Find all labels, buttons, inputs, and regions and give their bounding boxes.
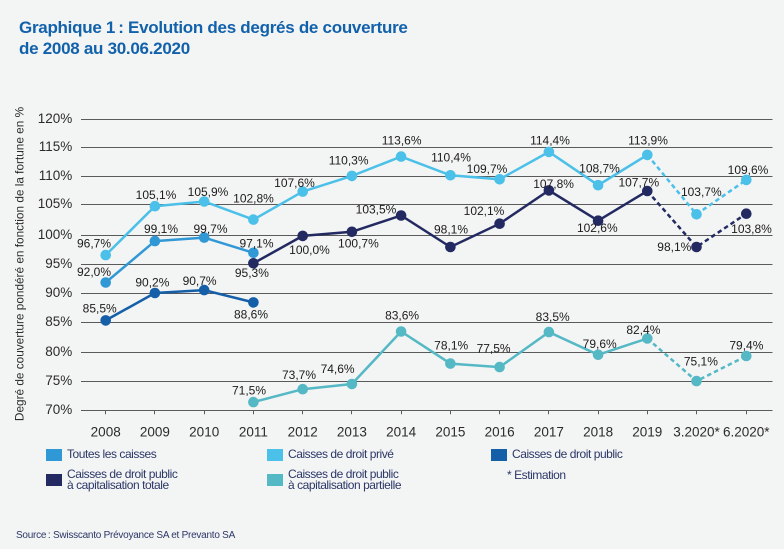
svg-text:113,9%: 113,9% — [628, 134, 668, 148]
svg-text:85%: 85% — [45, 314, 72, 329]
svg-text:109,7%: 109,7% — [467, 162, 508, 176]
svg-text:71,5%: 71,5% — [232, 383, 266, 397]
svg-text:70%: 70% — [45, 402, 72, 417]
svg-text:2018: 2018 — [583, 425, 613, 440]
svg-text:95,3%: 95,3% — [235, 266, 269, 280]
svg-text:110,3%: 110,3% — [329, 154, 369, 168]
svg-text:114,4%: 114,4% — [530, 134, 570, 148]
svg-text:90,7%: 90,7% — [183, 274, 217, 288]
svg-text:100%: 100% — [38, 227, 73, 242]
svg-text:2008: 2008 — [91, 425, 121, 440]
svg-text:79,4%: 79,4% — [729, 338, 763, 352]
svg-text:97,1%: 97,1% — [239, 236, 273, 250]
svg-text:103,5%: 103,5% — [356, 202, 397, 216]
svg-text:92,0%: 92,0% — [77, 265, 111, 279]
svg-text:110%: 110% — [39, 168, 73, 183]
svg-text:3.2020*: 3.2020* — [673, 425, 720, 440]
svg-text:98,1%: 98,1% — [657, 240, 691, 254]
svg-text:120%: 120% — [38, 111, 73, 126]
svg-text:100,7%: 100,7% — [338, 237, 379, 251]
svg-text:90,2%: 90,2% — [135, 276, 169, 290]
svg-text:95%: 95% — [45, 256, 72, 271]
svg-text:113,6%: 113,6% — [382, 133, 422, 147]
svg-text:103,8%: 103,8% — [731, 222, 772, 236]
svg-text:115%: 115% — [39, 139, 73, 154]
svg-text:2010: 2010 — [189, 425, 219, 440]
svg-text:105%: 105% — [38, 196, 73, 211]
svg-text:109,6%: 109,6% — [728, 163, 769, 177]
svg-text:82,4%: 82,4% — [626, 323, 660, 337]
svg-text:108,7%: 108,7% — [579, 161, 620, 175]
svg-text:107,6%: 107,6% — [274, 176, 315, 190]
svg-text:75%: 75% — [45, 373, 72, 388]
svg-text:Degré de couverture pondéré en: Degré de couverture pondéré en fonction … — [13, 106, 27, 421]
svg-text:83,6%: 83,6% — [385, 309, 419, 323]
svg-text:2016: 2016 — [485, 425, 515, 440]
svg-text:85,5%: 85,5% — [83, 301, 117, 315]
svg-text:2015: 2015 — [435, 425, 465, 440]
svg-text:2011: 2011 — [239, 425, 268, 440]
svg-text:74,6%: 74,6% — [321, 362, 355, 376]
svg-text:105,1%: 105,1% — [136, 188, 177, 202]
svg-text:73,7%: 73,7% — [282, 368, 316, 382]
svg-text:102,8%: 102,8% — [233, 192, 274, 206]
svg-text:105,9%: 105,9% — [188, 185, 229, 199]
svg-text:103,7%: 103,7% — [681, 185, 722, 199]
svg-text:77,5%: 77,5% — [477, 341, 511, 355]
svg-text:80%: 80% — [45, 344, 72, 359]
svg-text:110,4%: 110,4% — [431, 151, 471, 165]
svg-text:98,1%: 98,1% — [434, 222, 468, 236]
svg-text:6.2020*: 6.2020* — [723, 425, 770, 440]
svg-text:2014: 2014 — [386, 425, 417, 440]
svg-text:100,0%: 100,0% — [289, 243, 330, 257]
svg-text:2017: 2017 — [534, 425, 564, 440]
svg-text:2019: 2019 — [632, 425, 662, 440]
svg-text:90%: 90% — [45, 285, 72, 300]
svg-text:79,6%: 79,6% — [583, 337, 617, 351]
svg-text:107,7%: 107,7% — [618, 176, 659, 190]
svg-text:2009: 2009 — [140, 425, 170, 440]
svg-text:88,6%: 88,6% — [234, 308, 268, 322]
svg-text:102,6%: 102,6% — [577, 221, 618, 235]
svg-text:96,7%: 96,7% — [77, 236, 111, 250]
svg-text:102,1%: 102,1% — [464, 204, 505, 218]
svg-text:2013: 2013 — [337, 425, 367, 440]
svg-text:107,8%: 107,8% — [533, 177, 574, 191]
svg-text:2012: 2012 — [288, 425, 318, 440]
svg-text:75,1%: 75,1% — [684, 355, 718, 369]
svg-text:99,7%: 99,7% — [193, 222, 227, 236]
svg-text:83,5%: 83,5% — [536, 310, 570, 324]
svg-text:78,1%: 78,1% — [434, 339, 468, 353]
svg-text:99,1%: 99,1% — [144, 222, 178, 236]
